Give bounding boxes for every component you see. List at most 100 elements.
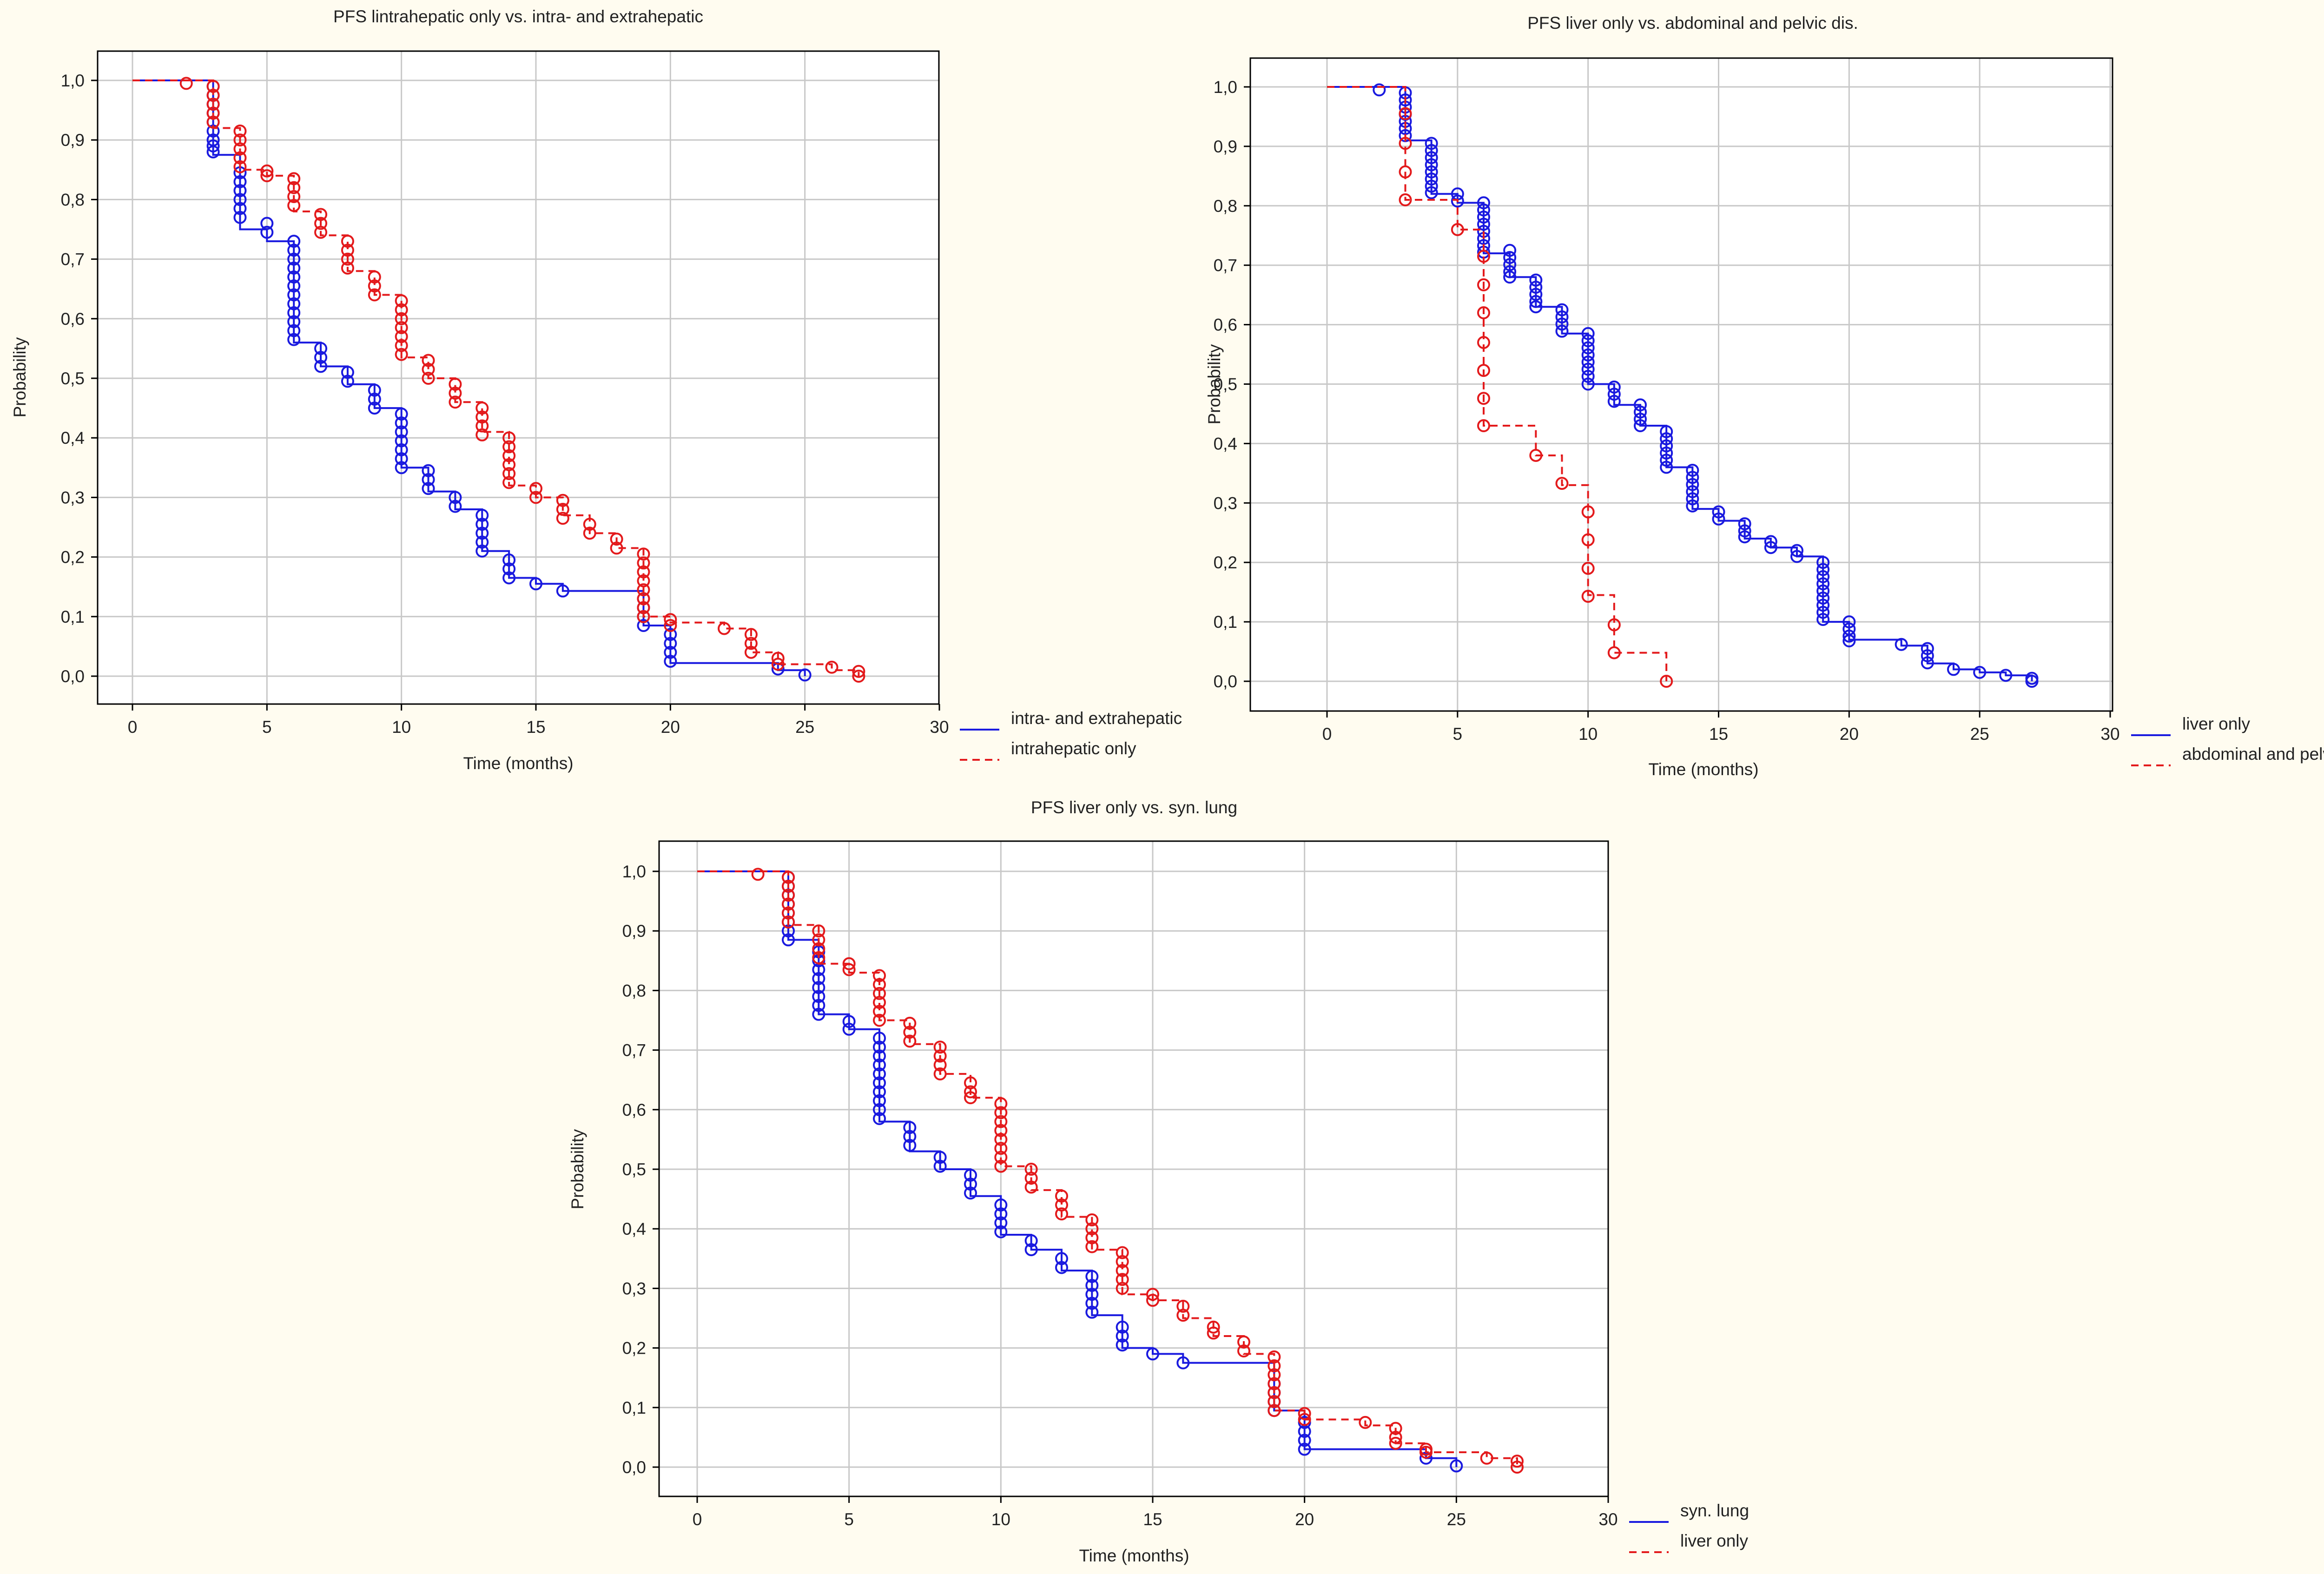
censor-marker bbox=[994, 1198, 1008, 1212]
censor-marker bbox=[1842, 634, 1856, 648]
censor-marker bbox=[395, 339, 408, 352]
censor-marker bbox=[206, 115, 220, 129]
censor-marker bbox=[1686, 499, 1699, 513]
y-tick-label: 0,9 bbox=[1214, 137, 1237, 156]
censor-marker bbox=[1425, 172, 1438, 186]
y-tick-label: 0,3 bbox=[622, 1279, 646, 1298]
censor-marker bbox=[1399, 165, 1412, 178]
censor-marker bbox=[1085, 1222, 1099, 1236]
censor-marker bbox=[287, 306, 301, 319]
censor-marker bbox=[873, 1031, 886, 1045]
censor-marker bbox=[994, 1159, 1008, 1173]
x-axis-label: Time (months) bbox=[1648, 760, 1758, 779]
censor-marker bbox=[610, 533, 623, 546]
censor-marker bbox=[1816, 584, 1830, 598]
censor-marker bbox=[1085, 1297, 1099, 1310]
censor-marker bbox=[287, 190, 301, 203]
censor-marker bbox=[1947, 663, 1960, 676]
y-tick-label: 0,7 bbox=[622, 1041, 646, 1060]
censor-marker bbox=[744, 645, 758, 659]
censor-marker bbox=[395, 443, 408, 456]
censor-marker bbox=[964, 1178, 977, 1191]
censor-marker bbox=[1921, 656, 1934, 670]
censor-marker bbox=[1055, 1189, 1068, 1203]
censor-marker bbox=[502, 476, 516, 489]
censor-marker bbox=[556, 584, 569, 598]
censor-marker bbox=[782, 880, 795, 893]
censor-marker bbox=[842, 1015, 856, 1028]
censor-marker bbox=[933, 1067, 947, 1080]
censor-marker bbox=[233, 184, 247, 198]
y-axis-label: Probability bbox=[10, 337, 29, 417]
censor-marker bbox=[1790, 544, 1803, 557]
censor-marker bbox=[903, 1016, 917, 1030]
censor-marker bbox=[1399, 193, 1412, 207]
chart-title: PFS liver only vs. syn. lung bbox=[1031, 798, 1237, 817]
censor-marker bbox=[751, 868, 765, 881]
censor-marker bbox=[933, 1049, 947, 1063]
survival-step-line bbox=[1327, 86, 2033, 681]
censor-marker bbox=[933, 1159, 947, 1173]
censor-marker bbox=[449, 387, 462, 400]
censor-marker bbox=[395, 312, 408, 325]
legend-label: abdominal and pelvic dis. bbox=[2182, 744, 2324, 764]
legend-label: intrahepatic only bbox=[1011, 739, 1136, 758]
censor-marker bbox=[782, 933, 795, 947]
censor-marker bbox=[206, 139, 220, 153]
censor-marker bbox=[206, 106, 220, 120]
censor-marker bbox=[1116, 1320, 1129, 1334]
legend-label: liver only bbox=[1680, 1531, 1748, 1550]
censor-marker bbox=[287, 261, 301, 275]
censor-marker bbox=[1581, 590, 1595, 603]
censor-marker bbox=[1660, 432, 1673, 446]
censor-marker bbox=[903, 1139, 917, 1152]
series-b bbox=[132, 77, 865, 683]
censor-marker bbox=[1634, 412, 1647, 426]
censor-marker bbox=[1085, 1231, 1099, 1245]
censor-marker bbox=[1555, 477, 1569, 490]
censor-marker bbox=[744, 628, 758, 641]
x-tick-label: 30 bbox=[1598, 1510, 1618, 1529]
y-tick-label: 1,0 bbox=[1214, 78, 1237, 97]
censor-marker bbox=[873, 969, 886, 982]
censor-marker bbox=[1425, 151, 1438, 165]
censor-marker bbox=[812, 942, 825, 955]
censor-marker bbox=[287, 270, 301, 284]
censor-marker bbox=[1207, 1320, 1220, 1334]
censor-marker bbox=[1686, 492, 1699, 506]
censor-marker bbox=[1477, 203, 1490, 217]
censor-marker bbox=[637, 601, 650, 614]
censor-marker bbox=[260, 169, 274, 183]
censor-marker bbox=[1425, 144, 1438, 157]
censor-marker bbox=[1425, 158, 1438, 171]
censor-marker bbox=[1298, 1413, 1311, 1426]
censor-marker bbox=[637, 565, 650, 579]
censor-marker bbox=[1085, 1305, 1099, 1319]
censor-marker bbox=[233, 133, 247, 147]
censor-marker bbox=[1055, 1198, 1068, 1212]
censor-marker bbox=[314, 360, 328, 373]
censor-marker bbox=[368, 270, 381, 284]
censor-marker bbox=[341, 235, 354, 248]
x-tick-label: 10 bbox=[1578, 724, 1598, 744]
censor-marker bbox=[664, 654, 677, 668]
censor-marker bbox=[1634, 398, 1647, 412]
censor-marker bbox=[903, 1034, 917, 1048]
censor-marker bbox=[395, 407, 408, 421]
censor-marker bbox=[1503, 265, 1517, 278]
censor-marker bbox=[1529, 448, 1543, 462]
censor-marker bbox=[422, 473, 435, 486]
censor-marker bbox=[1634, 405, 1647, 419]
x-tick-label: 25 bbox=[1970, 724, 1989, 744]
censor-marker bbox=[395, 330, 408, 343]
legend-label: liver only bbox=[2182, 714, 2250, 733]
censor-marker bbox=[502, 562, 516, 576]
censor-marker bbox=[1511, 1461, 1524, 1474]
y-tick-label: 0,1 bbox=[61, 607, 85, 626]
survival-step-line bbox=[1327, 86, 1668, 681]
censor-marker bbox=[1359, 1416, 1372, 1429]
censor-marker bbox=[852, 665, 865, 678]
censor-marker bbox=[1085, 1278, 1099, 1292]
censor-marker bbox=[1268, 1404, 1281, 1417]
